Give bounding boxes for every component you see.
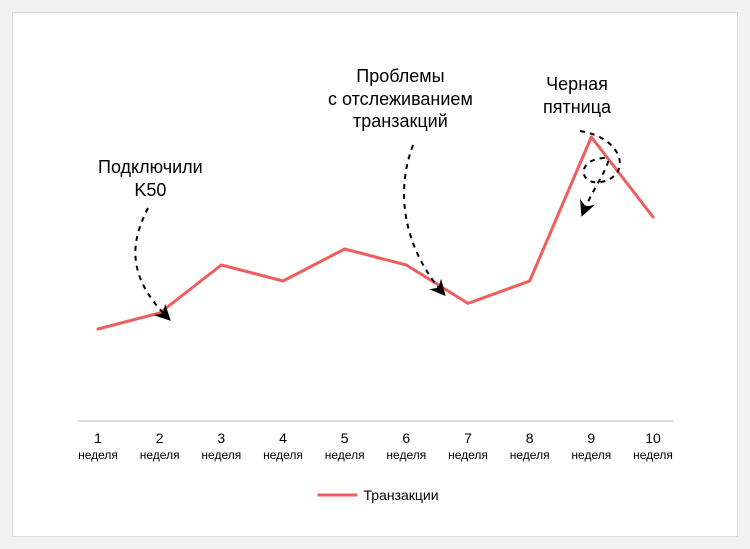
x-tick-number: 2 (156, 430, 164, 446)
x-tick-number: 3 (217, 430, 225, 446)
x-tick-sublabel: неделя (263, 448, 303, 462)
x-tick-sublabel: неделя (571, 448, 611, 462)
x-tick-number: 6 (402, 430, 410, 446)
x-tick-number: 10 (645, 430, 661, 446)
x-tick-sublabel: неделя (633, 448, 673, 462)
outer-frame: 1 неделя 2 неделя 3 неделя 4 неделя 5 неделя 6 неде… (0, 0, 750, 549)
x-tick-sublabel: неделя (201, 448, 241, 462)
x-tick-number: 5 (341, 430, 349, 446)
x-tick-sublabel: неделя (510, 448, 550, 462)
annotation-arrow-tracking (404, 145, 443, 293)
x-tick-number: 7 (464, 430, 472, 446)
x-tick-number: 1 (94, 430, 102, 446)
annotation-blackfriday: Черная пятница (543, 73, 611, 118)
x-tick-sublabel: неделя (325, 448, 365, 462)
x-tick-sublabel: неделя (448, 448, 488, 462)
x-tick-number: 8 (526, 430, 534, 446)
x-tick-sublabel: неделя (386, 448, 426, 462)
annotation-k50: Подключили K50 (98, 156, 203, 201)
x-tick-number: 4 (279, 430, 287, 446)
legend-label: Транзакции (364, 487, 439, 503)
annotation-arrow-blackfriday (580, 131, 620, 213)
annotation-tracking: Проблемы с отслеживанием транзакций (328, 65, 473, 133)
annotation-arrow-k50 (135, 208, 168, 318)
x-tick-sublabel: неделя (78, 448, 118, 462)
chart-card: 1 неделя 2 неделя 3 неделя 4 неделя 5 неделя 6 неде… (12, 12, 738, 537)
x-tick-number: 9 (587, 430, 595, 446)
x-tick-sublabel: неделя (140, 448, 180, 462)
